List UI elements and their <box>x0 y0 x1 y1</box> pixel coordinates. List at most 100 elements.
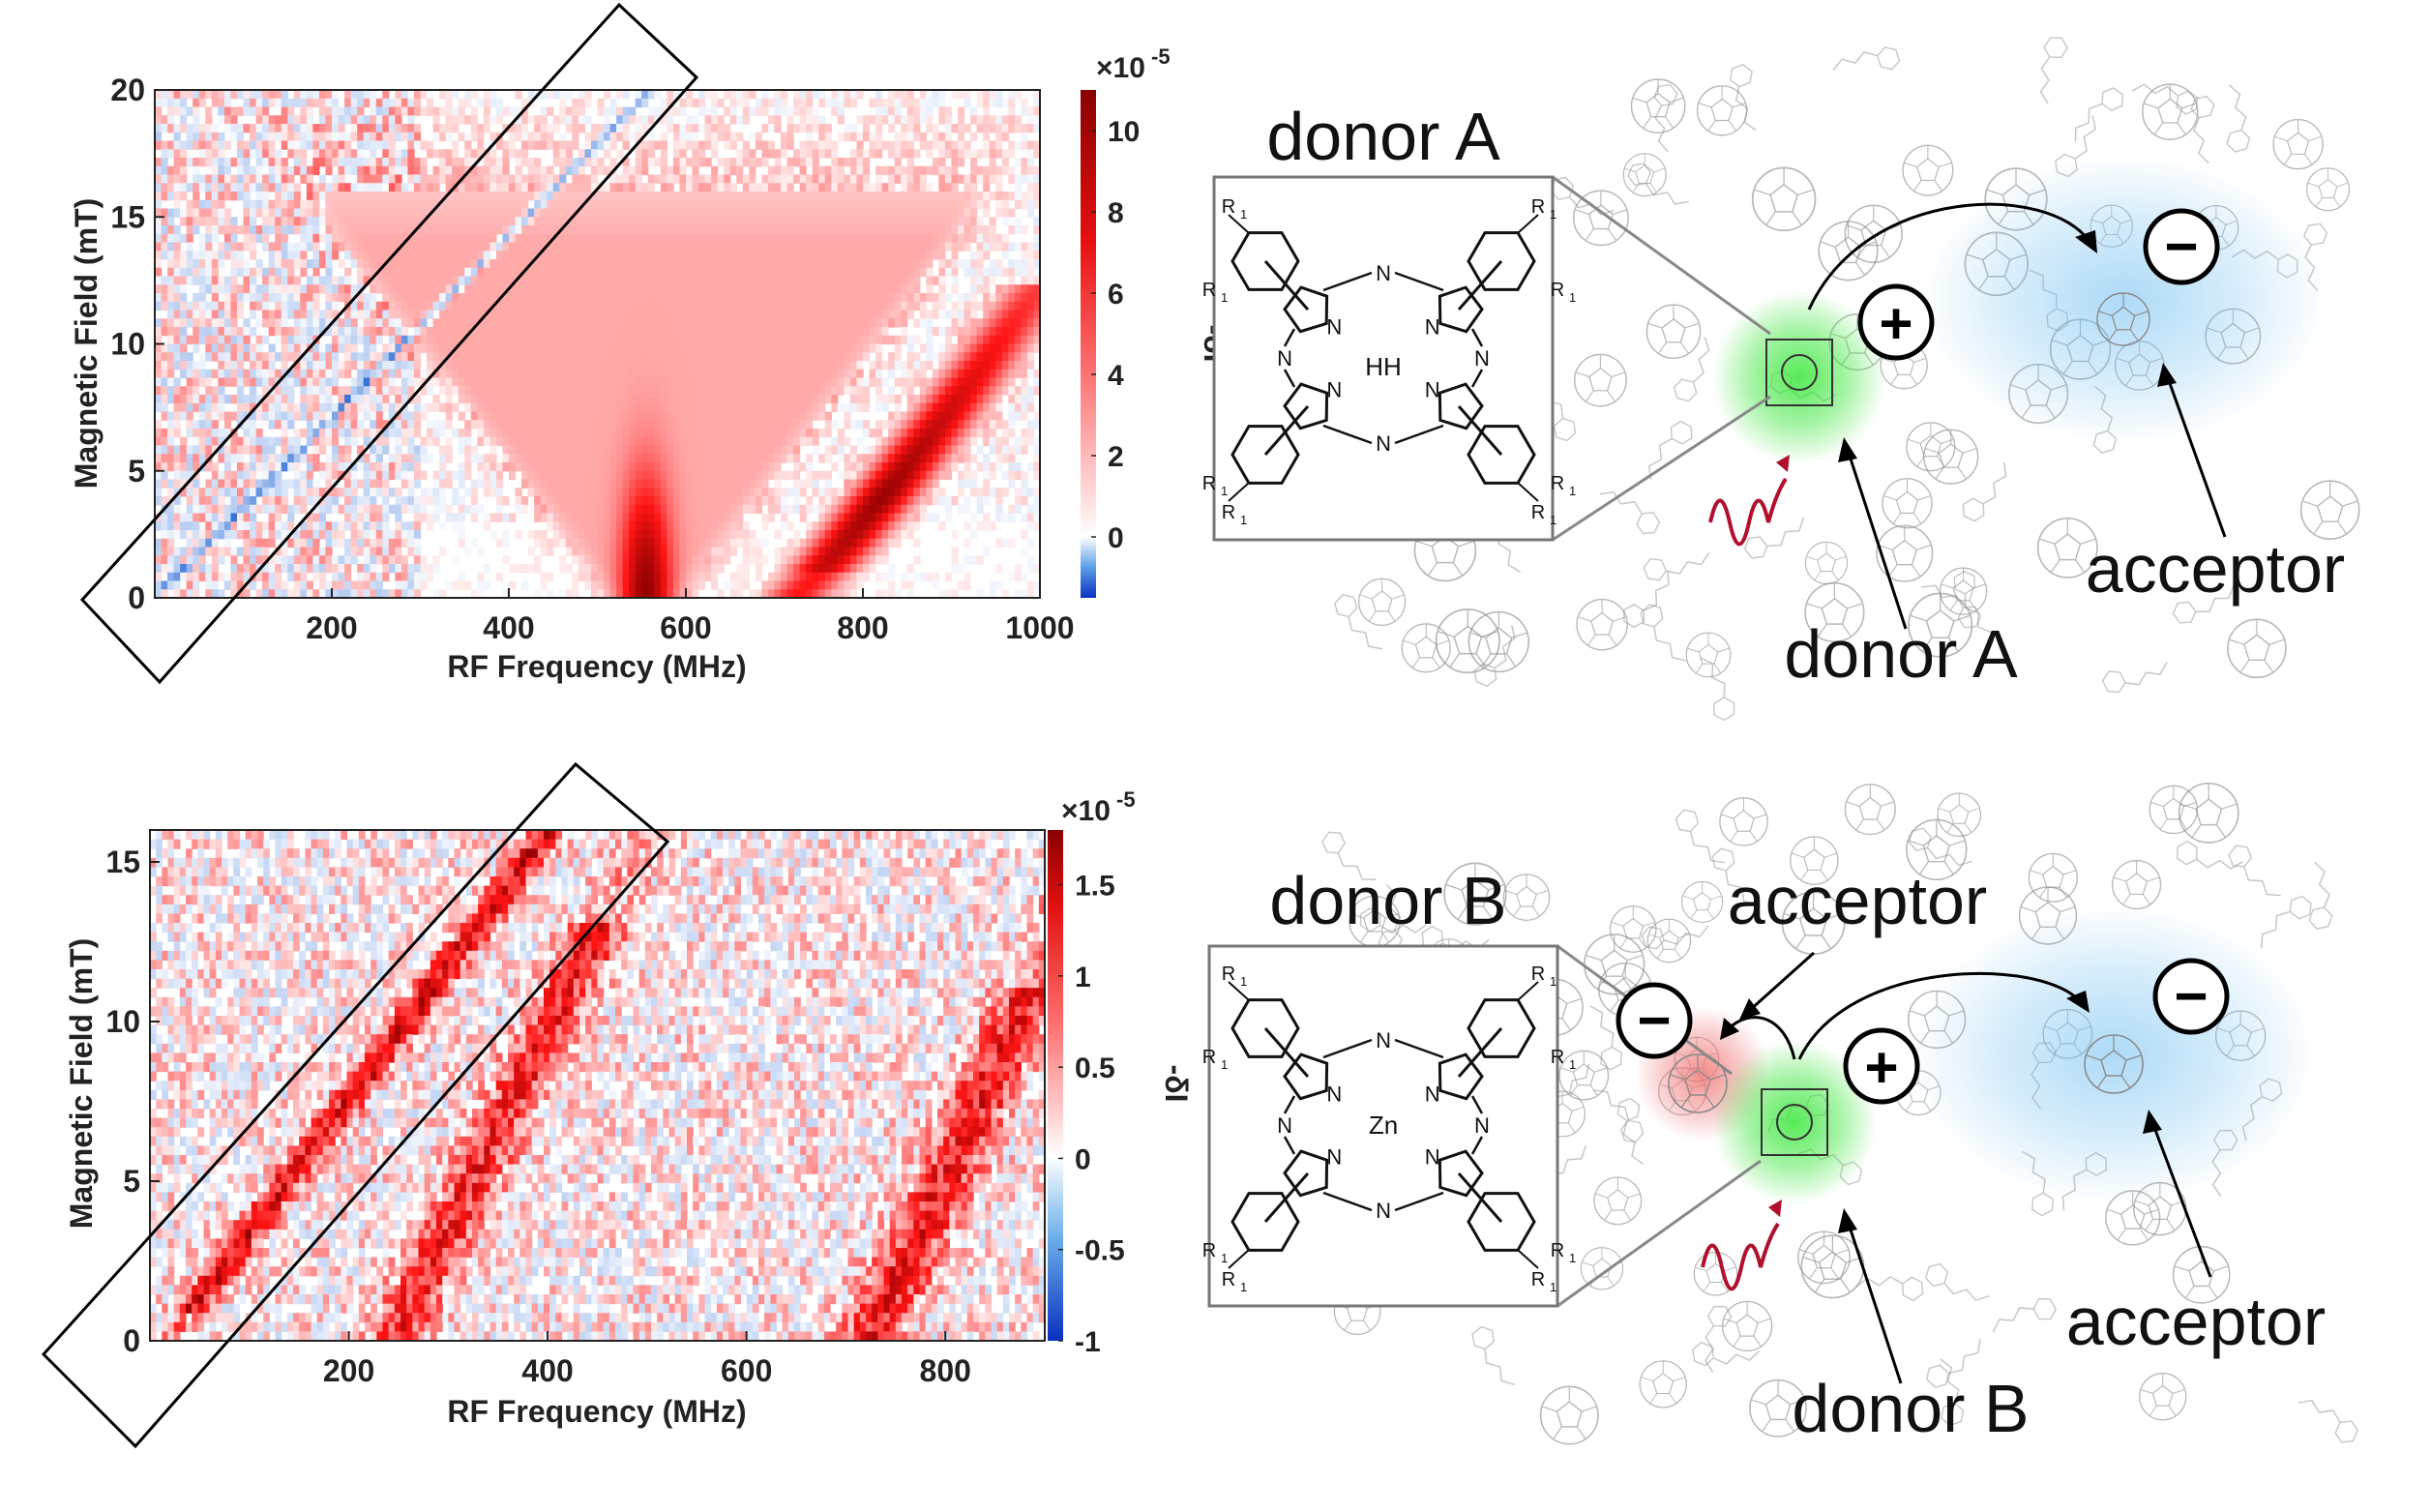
heatmap-cell <box>888 335 896 345</box>
heatmap-cell <box>686 276 694 285</box>
heatmap-cell <box>547 233 554 244</box>
heatmap-cell <box>236 343 245 353</box>
heatmap-cell <box>445 411 453 421</box>
heatmap-cell <box>995 140 1003 150</box>
heatmap-cell <box>413 361 422 371</box>
heatmap-cell <box>427 276 434 285</box>
heatmap-cell <box>958 335 965 345</box>
heatmap-cell <box>489 318 497 328</box>
heatmap-cell <box>193 377 200 387</box>
heatmap-cell <box>818 132 826 142</box>
heatmap-cell <box>786 132 794 142</box>
heatmap-cell <box>173 352 181 362</box>
heatmap-cell <box>540 267 548 278</box>
heatmap-cell <box>926 395 934 404</box>
heatmap-cell <box>964 343 971 353</box>
heatmap-cell <box>534 132 542 142</box>
heatmap-cell <box>863 199 871 210</box>
heatmap-cell <box>692 217 699 226</box>
heatmap-cell <box>786 301 794 311</box>
heatmap-cell <box>767 192 776 201</box>
heatmap-cell <box>1026 335 1035 345</box>
heatmap-cell <box>243 318 251 328</box>
heatmap-cell <box>400 369 409 379</box>
heatmap-cell <box>1021 132 1028 142</box>
heatmap-cell <box>609 335 617 345</box>
heatmap-cell <box>572 361 579 371</box>
heatmap-cell <box>275 318 282 328</box>
heatmap-cell <box>400 132 409 142</box>
heatmap-cell <box>432 106 440 116</box>
heatmap-cell <box>755 420 763 430</box>
heatmap-cell <box>495 165 504 176</box>
heatmap-cell <box>350 386 358 396</box>
heatmap-cell <box>578 327 586 337</box>
heatmap-cell <box>951 267 959 278</box>
heatmap-cell <box>198 132 206 142</box>
heatmap-cell <box>894 132 902 142</box>
heatmap-cell <box>161 301 168 311</box>
heatmap-cell <box>306 301 313 311</box>
heatmap-cell <box>552 199 560 210</box>
heatmap-cell <box>293 199 301 210</box>
heatmap-cell <box>458 327 465 337</box>
heatmap-cell <box>167 90 175 100</box>
heatmap-cell <box>155 361 163 371</box>
heatmap-cell <box>565 386 573 396</box>
heatmap-cell <box>180 124 188 133</box>
heatmap-cell <box>686 208 694 218</box>
heatmap-cell <box>604 284 611 294</box>
heatmap-cell <box>306 284 313 294</box>
heatmap-cell <box>312 361 320 371</box>
heatmap-cell <box>540 310 548 319</box>
heatmap-cell <box>205 259 213 269</box>
heatmap-cell <box>400 149 409 159</box>
heatmap-cell <box>578 293 586 303</box>
heatmap-cell <box>306 318 313 328</box>
heatmap-cell <box>186 124 193 133</box>
heatmap-cell <box>375 310 383 319</box>
heatmap-cell <box>755 377 763 387</box>
heatmap-cell <box>786 140 794 150</box>
heatmap-cell <box>445 124 453 133</box>
heatmap-cell <box>849 402 858 413</box>
heatmap-cell <box>1026 402 1035 413</box>
heatmap-cell <box>495 217 504 226</box>
heatmap-cell <box>572 335 579 345</box>
heatmap-cell <box>679 106 687 116</box>
heatmap-cell <box>407 335 415 345</box>
heatmap-cell <box>749 327 756 337</box>
heatmap-cell <box>173 225 181 235</box>
heatmap-cell <box>686 140 694 150</box>
heatmap-cell <box>552 310 560 319</box>
heatmap-cell <box>635 284 642 294</box>
heatmap-cell <box>552 284 560 294</box>
heatmap-cell <box>849 335 858 345</box>
heatmap-cell <box>509 183 517 193</box>
heatmap-cell <box>521 386 529 396</box>
heatmap-cell <box>332 386 340 396</box>
heatmap-cell <box>193 225 200 235</box>
heatmap-cell <box>616 377 624 387</box>
heatmap-cell <box>711 199 719 210</box>
heatmap-cell <box>635 115 642 125</box>
heatmap-cell <box>432 352 440 362</box>
heatmap-cell <box>818 90 826 100</box>
heatmap-cell <box>597 284 605 294</box>
heatmap-cell <box>452 165 460 176</box>
heatmap-cell <box>793 386 801 396</box>
heatmap-cell <box>906 225 914 235</box>
heatmap-cell <box>395 386 402 396</box>
heatmap-cell <box>495 267 504 278</box>
heatmap-cell <box>976 225 984 235</box>
heatmap-cell <box>749 158 756 167</box>
heatmap-cell <box>230 361 238 371</box>
heatmap-cell <box>742 149 750 159</box>
heatmap-cell <box>400 183 409 193</box>
heatmap-cell <box>495 259 504 269</box>
heatmap-cell <box>901 267 908 278</box>
heatmap-cell <box>724 327 731 337</box>
heatmap-cell <box>901 420 908 430</box>
heatmap-cell <box>672 395 681 404</box>
heatmap-cell <box>774 217 782 226</box>
